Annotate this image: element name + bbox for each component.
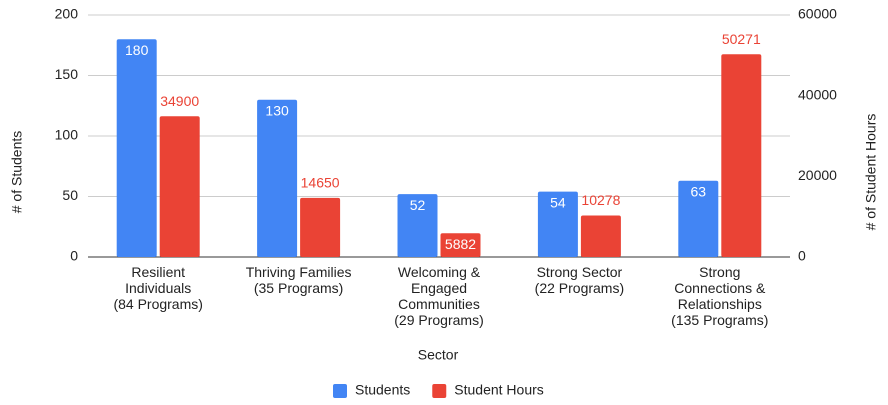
value-label: 14650 [301, 175, 340, 191]
y2-axis-title: # of Student Hours [863, 114, 879, 231]
y-tick-label: 200 [55, 6, 79, 22]
x-tick-line: (35 Programs) [254, 280, 343, 296]
x-tick-label: Resilient Individuals (84 Programs) [113, 264, 202, 312]
x-tick-line: Individuals [125, 280, 191, 296]
legend-label: Student Hours [454, 382, 544, 398]
x-tick-label: Strong Sector (22 Programs) [535, 264, 624, 296]
bar [159, 116, 200, 257]
y2-tick-label: 40000 [798, 86, 837, 102]
x-tick-line: (84 Programs) [113, 296, 202, 312]
y-tick-label: 0 [70, 248, 78, 264]
x-tick-label: Thriving Families (35 Programs) [246, 264, 352, 296]
value-label: 34900 [160, 93, 199, 109]
value-label: 63 [691, 183, 707, 199]
y2-tick-label: 0 [798, 248, 806, 264]
y-axis-title: # of Students [9, 131, 25, 214]
x-tick-label: Strong Connections & Relationships (135 Pro… [671, 264, 768, 328]
x-tick-line: Communities [398, 296, 480, 312]
value-label: 130 [265, 102, 289, 118]
bar [721, 54, 762, 258]
bar [257, 99, 298, 257]
y-tick-label: 50 [62, 187, 78, 203]
legend-swatch [432, 384, 447, 398]
value-label: 10278 [581, 192, 620, 208]
y-tick-label: 100 [55, 127, 79, 143]
value-label: 50271 [722, 31, 761, 47]
legend-label: Students [355, 382, 410, 398]
legend-swatch [333, 384, 347, 398]
x-tick-line: (29 Programs) [394, 312, 483, 328]
x-tick-label: Welcoming & Engaged Communities (29 Program… [394, 264, 483, 328]
x-tick-line: Strong [699, 264, 740, 280]
bar [440, 233, 481, 257]
bar [116, 39, 157, 258]
y-tick-label: 150 [55, 66, 79, 82]
bar [537, 191, 578, 257]
value-label: 5882 [445, 236, 476, 252]
value-label: 180 [125, 42, 149, 58]
y2-tick-label: 20000 [798, 167, 837, 183]
bar [678, 180, 719, 257]
y2-tick-label: 60000 [798, 6, 837, 22]
x-tick-line: Strong Sector [537, 264, 623, 280]
value-label: 54 [550, 194, 566, 210]
x-tick-line: Connections & [674, 280, 766, 296]
bar [397, 194, 438, 257]
value-label: 52 [410, 197, 426, 213]
x-tick-line: Engaged [411, 280, 467, 296]
x-tick-line: (135 Programs) [671, 312, 768, 328]
x-tick-line: (22 Programs) [535, 280, 624, 296]
x-tick-line: Resilient [131, 264, 185, 280]
x-axis-title: Sector [418, 347, 459, 363]
x-tick-line: Relationships [678, 296, 762, 312]
bar [580, 215, 621, 257]
x-tick-line: Welcoming & [398, 264, 481, 280]
x-tick-line: Thriving Families [246, 264, 352, 280]
bar [300, 197, 341, 257]
